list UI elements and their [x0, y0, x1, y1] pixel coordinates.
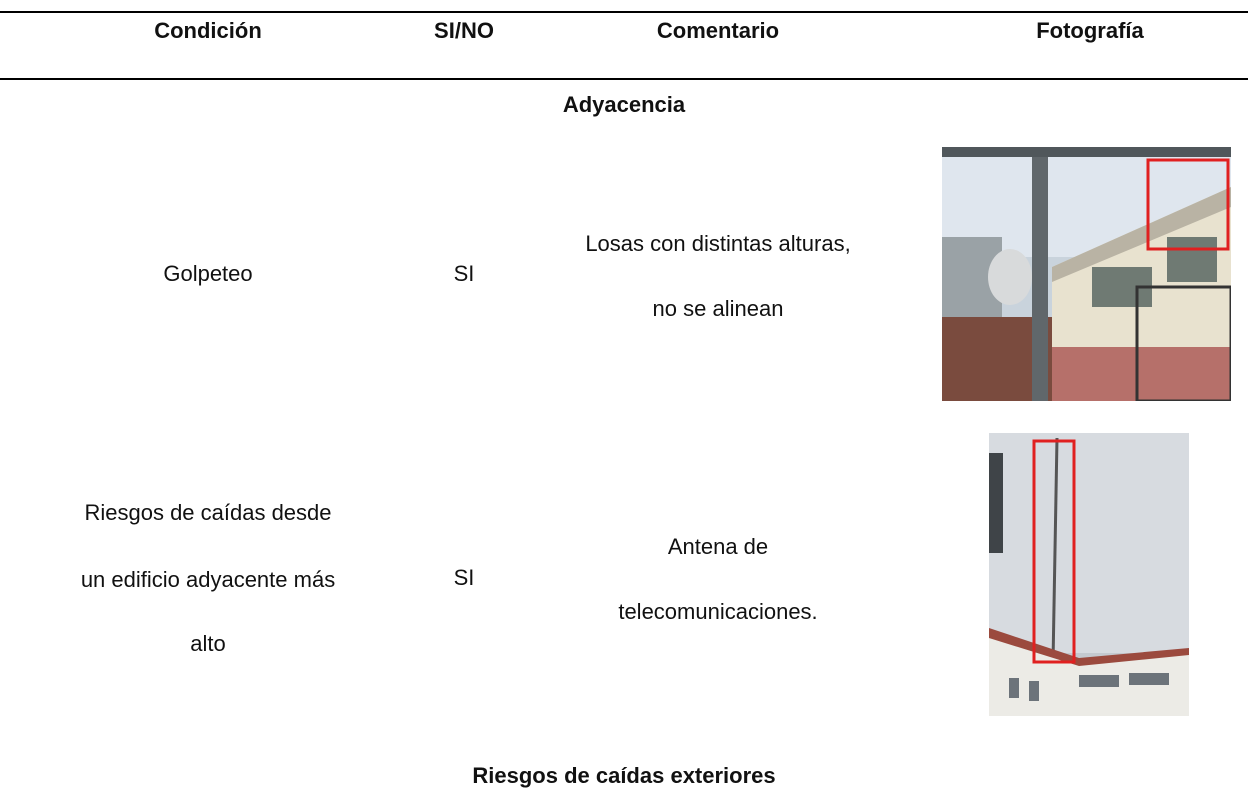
column-header: SI/NO: [434, 18, 494, 43]
comment: Losas con distintas alturas,: [585, 231, 851, 256]
condition: un edificio adyacente más: [80, 567, 336, 592]
condition: Riesgos de caídas desde: [84, 500, 332, 525]
condition: alto: [190, 631, 226, 656]
photo: [942, 147, 1231, 401]
header-rule: [0, 78, 1248, 80]
comment: no se alinean: [652, 296, 784, 321]
section-title: Riesgos de caídas exteriores: [472, 763, 776, 788]
condition: Golpeteo: [163, 261, 253, 286]
answer: SI: [453, 565, 475, 590]
comment: Antena de: [667, 534, 769, 559]
column-header: Comentario: [656, 18, 780, 43]
comment: telecomunicaciones.: [618, 599, 818, 624]
photo: [989, 433, 1189, 716]
section-title: Adyacencia: [562, 92, 686, 117]
answer: SI: [453, 261, 475, 286]
top-rule: [0, 11, 1248, 13]
column-header: Fotografía: [1036, 18, 1144, 43]
column-header: Condición: [154, 18, 262, 43]
